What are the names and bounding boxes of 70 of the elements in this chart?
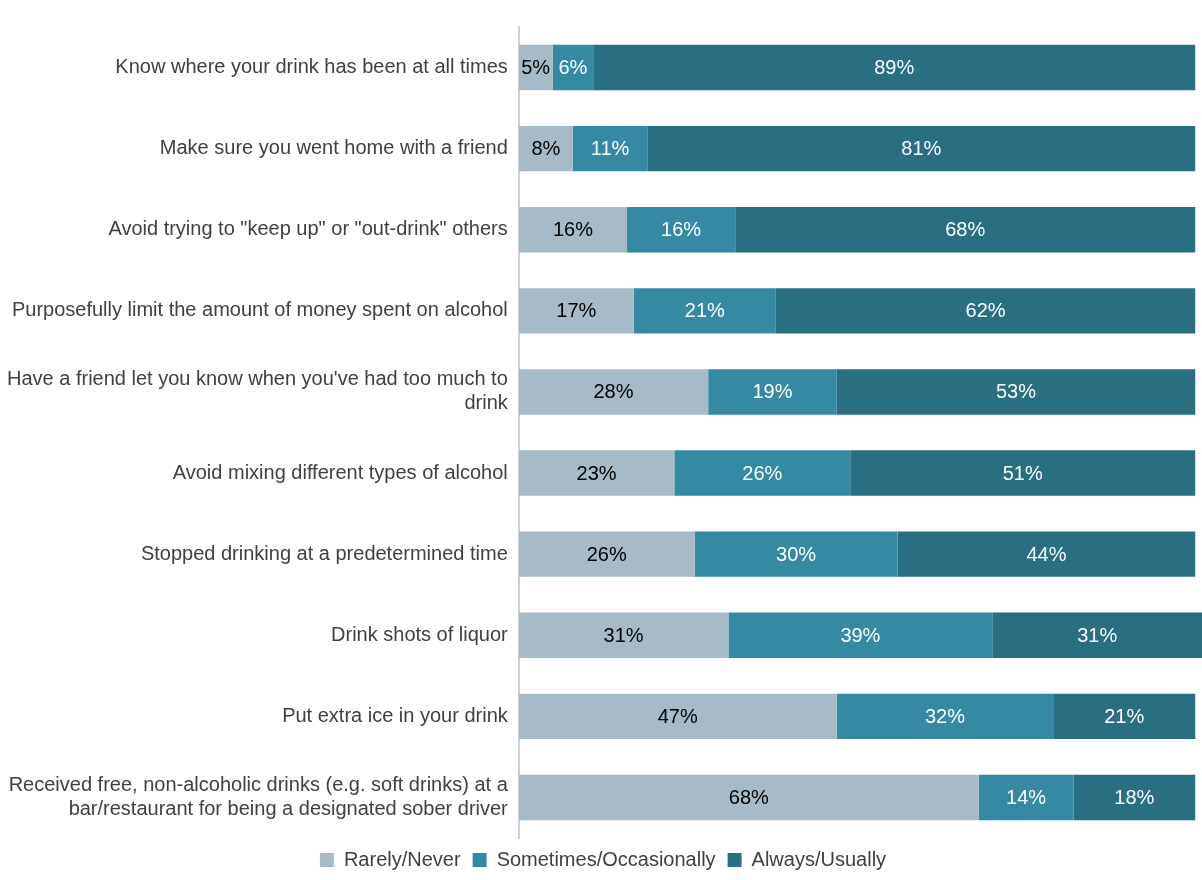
data-label: 44% (1026, 542, 1067, 565)
bar (518, 612, 729, 658)
y-tick-label: Avoid trying to "keep up" or "out-drink" others (108, 217, 508, 240)
data-label: 81% (901, 137, 942, 160)
data-label: 89% (874, 56, 915, 79)
bar (694, 531, 898, 577)
bar (518, 693, 837, 740)
data-label: 68% (945, 218, 986, 241)
data-label: 19% (752, 380, 793, 403)
bar (708, 369, 837, 415)
data-label: 51% (1002, 461, 1043, 484)
data-label: 17% (556, 299, 597, 322)
data-label: 26% (586, 542, 627, 565)
bar (836, 693, 1054, 740)
bar (633, 288, 776, 334)
y-tick-label: Put extra ice in your drink (282, 703, 509, 726)
data-label: 39% (840, 623, 881, 646)
bar (518, 531, 695, 577)
data-label: 5% (521, 56, 551, 79)
bar (992, 612, 1202, 658)
bar (572, 125, 648, 172)
bar (1053, 693, 1196, 740)
bar (735, 207, 1196, 253)
data-label: 32% (924, 704, 966, 727)
data-label: 21% (1104, 704, 1145, 727)
data-label: 6% (558, 56, 588, 79)
bar (775, 288, 1196, 334)
y-tick-label: Make sure you went home with a friend (159, 136, 508, 159)
bar (978, 774, 1074, 821)
data-label: 16% (661, 218, 702, 241)
y-tick-label: Purposefully limit the amount of money spent on alcohol (11, 298, 508, 321)
y-tick-label: Know where your drink has been at all times (115, 55, 508, 78)
legend-label: Always/Usually (751, 847, 887, 870)
y-tick-label: Received free, non-alcoholic drinks (e.g. soft drinks) at a bar/restaurant for being a designated sober driver (8, 772, 509, 819)
data-label: 53% (995, 380, 1037, 403)
data-label: 21% (684, 299, 726, 322)
y-tick-label: Avoid mixing different types of alcohol (172, 460, 508, 483)
bar (627, 207, 736, 253)
y-tick-label: Stopped drinking at a predetermined time (140, 541, 508, 564)
y-tick-label: Drink shots of liquor (331, 622, 509, 645)
bar (518, 774, 979, 821)
data-label: 11% (590, 137, 630, 160)
data-label: 28% (593, 380, 634, 403)
bar (518, 450, 675, 496)
bar (728, 612, 993, 658)
data-label: 31% (603, 623, 644, 646)
data-label: 16% (552, 218, 594, 241)
data-label: 31% (1077, 623, 1118, 646)
bar (897, 531, 1196, 577)
data-label: 8% (531, 137, 561, 160)
bar (674, 450, 851, 496)
bar (518, 207, 628, 253)
bar (850, 450, 1196, 496)
data-label: 68% (728, 785, 770, 808)
bar (836, 369, 1196, 415)
data-label: 62% (965, 299, 1006, 322)
y-tick-label: Have a friend let you know when you've had too much to drink (7, 367, 509, 414)
data-label: 47% (657, 704, 698, 727)
data-label: 14% (1006, 785, 1047, 808)
legend-label: Sometimes/Occasionally (496, 847, 716, 870)
data-label: 26% (742, 461, 783, 484)
bar (593, 44, 1196, 91)
bar (518, 288, 634, 334)
data-label: 23% (576, 461, 617, 484)
bar (518, 369, 709, 415)
data-label: 18% (1114, 785, 1155, 808)
legend-label: Rarely/Never (343, 847, 461, 870)
bar (647, 125, 1196, 172)
data-label: 30% (776, 542, 817, 565)
bar (1073, 774, 1196, 821)
